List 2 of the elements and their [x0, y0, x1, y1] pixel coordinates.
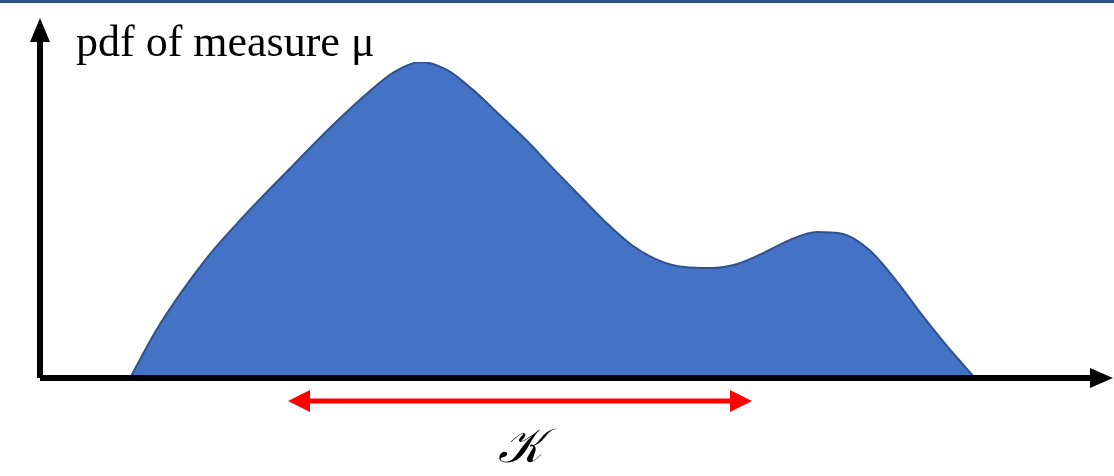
text: 𝒦 — [497, 417, 557, 473]
y-axis-title: pdf of measure μ — [76, 17, 375, 66]
